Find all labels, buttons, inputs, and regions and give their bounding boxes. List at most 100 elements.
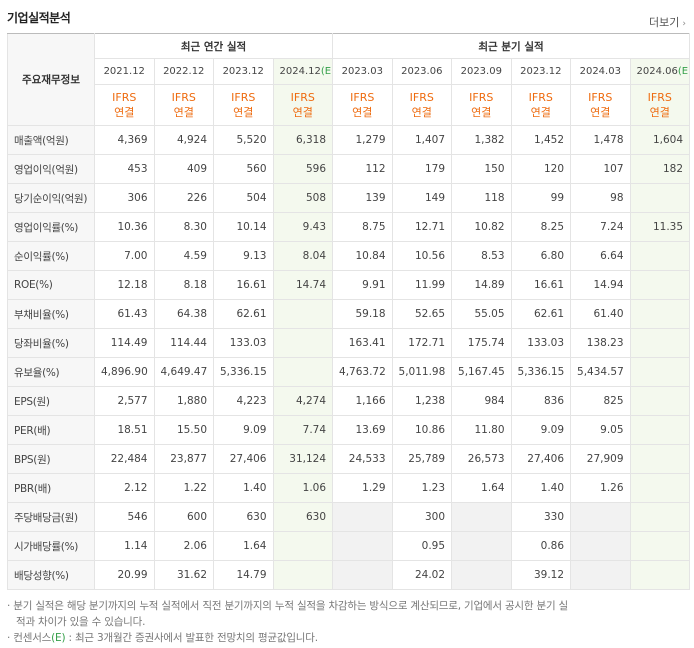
- data-row: EPS(원) 2,577 1,880 4,223 4,274 1,166 1,238 984 8…: [7, 386, 691, 416]
- period-header: 2023.06: [391, 58, 453, 85]
- value-cell: 5,011.98: [391, 357, 453, 387]
- consolidation-basis: 연결: [471, 106, 492, 119]
- accounting-standard: IFRS: [290, 91, 315, 104]
- footnote-term: 컨센서스: [13, 632, 52, 644]
- value-cell: 120: [510, 154, 572, 184]
- estimate-mark: (E): [320, 66, 332, 77]
- value-cell: 112: [332, 154, 393, 184]
- value-cell: 1.29: [332, 473, 393, 503]
- value-cell: 149: [391, 183, 453, 213]
- value-cell: 4,924: [153, 125, 214, 155]
- corner-cell: 주요재무정보: [7, 33, 95, 126]
- value-cell: 22,484: [94, 444, 155, 474]
- more-link[interactable]: 더보기 ›: [649, 14, 686, 30]
- value-cell: 1.40: [213, 473, 274, 503]
- value-cell: 6.80: [510, 241, 572, 271]
- row-label: 영업이익률(%): [7, 212, 95, 242]
- empty-cell: [451, 502, 512, 532]
- value-cell: 114.49: [94, 328, 155, 358]
- empty-cell: [629, 328, 691, 358]
- value-cell: 1.23: [391, 473, 453, 503]
- value-cell: 24,533: [332, 444, 393, 474]
- period-header: 2023.12: [510, 58, 572, 85]
- value-cell: 630: [213, 502, 274, 532]
- empty-cell: [332, 502, 393, 532]
- value-cell: 4,896.90: [94, 357, 155, 387]
- data-row: BPS(원) 22,484 23,877 27,406 31,124 24,533 25,7…: [7, 444, 691, 474]
- row-label: 주당배당금(원): [7, 502, 95, 532]
- data-row: 매출액(억원) 4,369 4,924 5,520 6,318 1,279 1,407 1,3…: [7, 125, 691, 155]
- value-cell: 10.36: [94, 212, 155, 242]
- value-cell: 836: [510, 386, 572, 416]
- consolidation-basis: 연결: [530, 106, 551, 119]
- value-cell: 226: [153, 183, 214, 213]
- row-label: 유보율(%): [7, 357, 95, 387]
- empty-cell: [629, 473, 691, 503]
- period-date: 2023.03: [341, 66, 383, 77]
- data-row: PBR(배) 2.12 1.22 1.40 1.06 1.29 1.23 1.64 1.40 1.…: [7, 473, 691, 503]
- accounting-standard: IFRS: [171, 91, 196, 104]
- value-cell: 179: [391, 154, 453, 184]
- value-cell: 62.61: [510, 299, 572, 329]
- value-cell: 6,318: [272, 125, 334, 155]
- value-cell: 2,577: [94, 386, 155, 416]
- value-cell: 1.26: [570, 473, 631, 503]
- value-cell: 14.94: [570, 270, 631, 300]
- period-date: 2023.06: [401, 66, 443, 77]
- accounting-standard: IFRS: [350, 91, 375, 104]
- value-cell: 150: [451, 154, 512, 184]
- value-cell: 39.12: [510, 560, 572, 590]
- value-cell: 138.23: [570, 328, 631, 358]
- value-cell: 14.89: [451, 270, 512, 300]
- value-cell: 139: [332, 183, 393, 213]
- value-cell: 12.71: [391, 212, 453, 242]
- value-cell: 62.61: [213, 299, 274, 329]
- period-date: 2024.03: [579, 66, 621, 77]
- value-cell: 11.35: [629, 212, 691, 242]
- accounting-standard: IFRS: [588, 91, 613, 104]
- consolidation-basis: 연결: [352, 106, 373, 119]
- consolidation-basis: 연결: [590, 106, 611, 119]
- estimate-mark: (E): [51, 632, 66, 644]
- standard-header: IFRS 연결: [451, 84, 512, 126]
- data-row: 당좌비율(%) 114.49 114.44 133.03 163.41 172.71 175…: [7, 328, 691, 358]
- value-cell: 11.99: [391, 270, 453, 300]
- footnote-text: : 최근 3개월간 증권사에서 발표한 전망치의 평균값입니다.: [68, 632, 319, 644]
- value-cell: 5,434.57: [570, 357, 631, 387]
- period-date: 2024.12: [279, 66, 321, 77]
- consolidation-basis: 연결: [114, 106, 135, 119]
- value-cell: 9.43: [272, 212, 334, 242]
- empty-cell: [629, 183, 691, 213]
- more-text[interactable]: 더보기: [649, 16, 680, 29]
- empty-cell: [272, 328, 334, 358]
- empty-cell: [629, 270, 691, 300]
- value-cell: 64.38: [153, 299, 214, 329]
- value-cell: 25,789: [391, 444, 453, 474]
- data-row: 영업이익률(%) 10.36 8.30 10.14 9.43 8.75 12.71 10.82…: [7, 212, 691, 242]
- value-cell: 1,279: [332, 125, 393, 155]
- value-cell: 11.80: [451, 415, 512, 445]
- value-cell: 825: [570, 386, 631, 416]
- value-cell: 18.51: [94, 415, 155, 445]
- data-row: 당기순이익(억원) 306 226 504 508 139 149 118 99 98: [7, 183, 691, 213]
- value-cell: 4,763.72: [332, 357, 393, 387]
- value-cell: 1,452: [510, 125, 572, 155]
- value-cell: 1,238: [391, 386, 453, 416]
- empty-cell: [629, 386, 691, 416]
- footnote-text: 분기 실적은 해당 분기까지의 누적 실적에서 직전 분기까지의 누적 실적을 …: [13, 600, 568, 628]
- period-date: 2024.06: [636, 66, 678, 77]
- value-cell: 4.59: [153, 241, 214, 271]
- accounting-standard: IFRS: [528, 91, 553, 104]
- value-cell: 5,167.45: [451, 357, 512, 387]
- value-cell: 5,336.15: [213, 357, 274, 387]
- value-cell: 4,649.47: [153, 357, 214, 387]
- value-cell: 7.74: [272, 415, 334, 445]
- empty-cell: [332, 531, 393, 561]
- footnote: · 분기 실적은 해당 분기까지의 누적 실적에서 직전 분기까지의 누적 실적…: [7, 600, 568, 628]
- value-cell: 600: [153, 502, 214, 532]
- data-row: 순이익률(%) 7.00 4.59 9.13 8.04 10.84 10.56 8.53 6.8…: [7, 241, 691, 271]
- value-cell: 1,382: [451, 125, 512, 155]
- value-cell: 23,877: [153, 444, 214, 474]
- value-cell: 114.44: [153, 328, 214, 358]
